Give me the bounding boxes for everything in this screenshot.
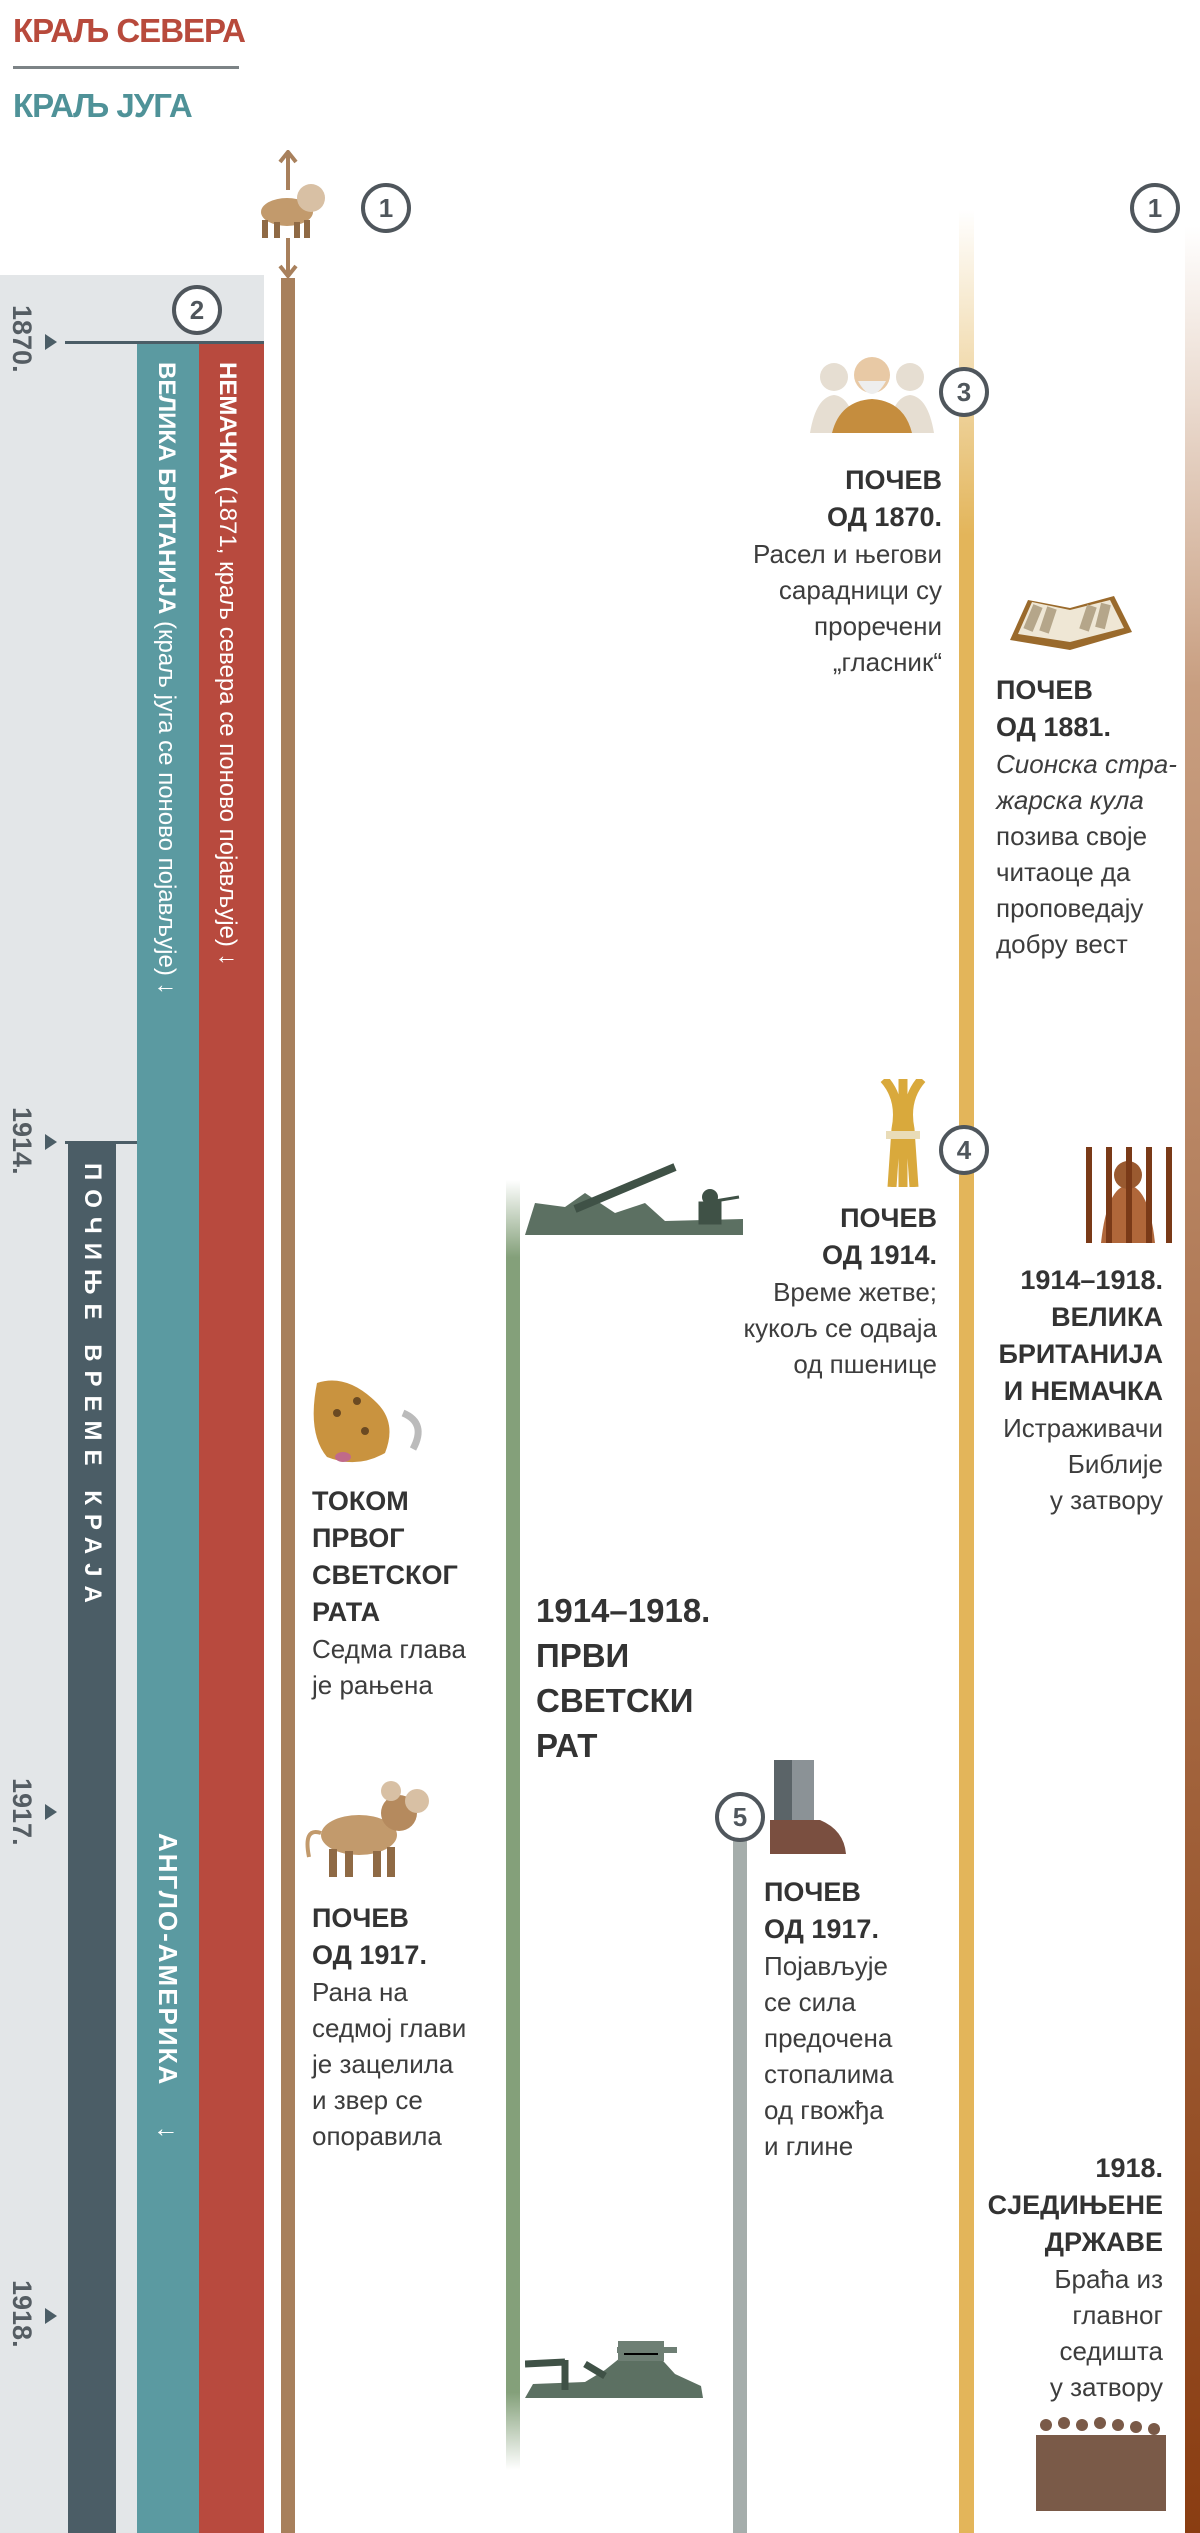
britain-column [137, 344, 199, 2533]
marker-2: 2 [172, 285, 222, 335]
event-1881: ПОЧЕВ ОД 1881. Сионска стра-жарска кула п… [996, 675, 1177, 959]
year-marker-icon [45, 1804, 57, 1820]
marker-3: 3 [939, 367, 989, 417]
soldiers-tank-icon [525, 2341, 703, 2398]
year-marker-icon [45, 1134, 57, 1150]
imprisoned-brothers-icon [1036, 2417, 1166, 2511]
wounded-beast-head-icon [313, 1380, 422, 1463]
legend-king-of-south: КРАЉ ЈУГА [13, 87, 193, 124]
event-1918-us: 1918. СЈЕДИЊЕНЕ ДРЖАВЕ Браћа из главног седи… [987, 2153, 1163, 2402]
marker-4: 4 [939, 1125, 989, 1175]
year-1914: 1914. [7, 1107, 37, 1175]
germany-label: НЕМАЧКА (1871, краљ севера се поново пој… [214, 362, 241, 966]
open-book-icon [1010, 596, 1132, 650]
time-of-end-label: ПОЧИЊЕ ВРЕМЕ КРАЈА [79, 1163, 106, 1612]
feet-timeline [733, 1841, 747, 2533]
germany-column [199, 344, 264, 2533]
year-line-1870 [65, 341, 264, 344]
prisoner-bars-icon [1086, 1147, 1172, 1243]
year-line-1914 [65, 1141, 137, 1144]
event-ww1-wound: ТОКОМ ПРВОГ СВЕТСКОГ РАТА Седма глава је рањ… [312, 1486, 466, 1700]
time-of-end-column [68, 1144, 116, 2533]
legend-divider [13, 66, 239, 69]
event-1917-feet: ПОЧЕВ ОД 1917. Појављује се сила предочена с… [764, 1877, 894, 2161]
arrow-down-icon: ↓ [214, 953, 241, 966]
event-1914-harvest: ПОЧЕВ ОД 1914. Време жетве; кукољ се одвај… [743, 1203, 937, 1379]
iron-clay-feet-icon [770, 1760, 846, 1854]
soldiers-artillery-icon [525, 1163, 743, 1235]
beast-timeline [281, 278, 295, 2533]
event-ww1: 1914–1918. ПРВИ СВЕТСКИ РАТ [536, 1592, 711, 1764]
event-1870: ПОЧЕВ ОД 1870. Расел и његови сарадници су… [753, 465, 942, 677]
event-1914-1918-prison: 1914–1918. ВЕЛИКА БРИТАНИЈА И НЕМАЧКА Истра… [998, 1265, 1163, 1515]
marker-5: 5 [715, 1792, 765, 1842]
year-marker-icon [45, 2308, 57, 2324]
marker-1-right: 1 [1130, 183, 1180, 233]
year-marker-icon [45, 334, 57, 350]
wheat-sheaf-icon [880, 1079, 926, 1187]
marker-1-left: 1 [361, 183, 411, 233]
britain-label: ВЕЛИКА БРИТАНИЈА (краљ југа се поново по… [153, 362, 180, 995]
russell-portrait-icon [810, 357, 934, 433]
year-1870: 1870. [7, 305, 37, 373]
persecution-timeline [1185, 226, 1200, 2533]
beast-arrows-icon [261, 150, 325, 278]
event-1917-beast: ПОЧЕВ ОД 1917. Рана на седмој глави је заце… [312, 1903, 467, 2151]
legend-king-of-north: КРАЉ СЕВЕРА [13, 12, 246, 49]
year-1917: 1917. [7, 1778, 37, 1846]
healed-beast-icon [305, 1781, 429, 1877]
anglo-america-label: АНГЛО-АМЕРИКА↓ [153, 1833, 183, 2142]
year-1918: 1918. [7, 2280, 37, 2348]
gods-people-timeline [959, 210, 974, 2533]
arrow-down-icon: ↓ [153, 2126, 183, 2142]
ww1-timeline [506, 1180, 520, 2470]
arrow-down-icon: ↓ [153, 982, 180, 995]
